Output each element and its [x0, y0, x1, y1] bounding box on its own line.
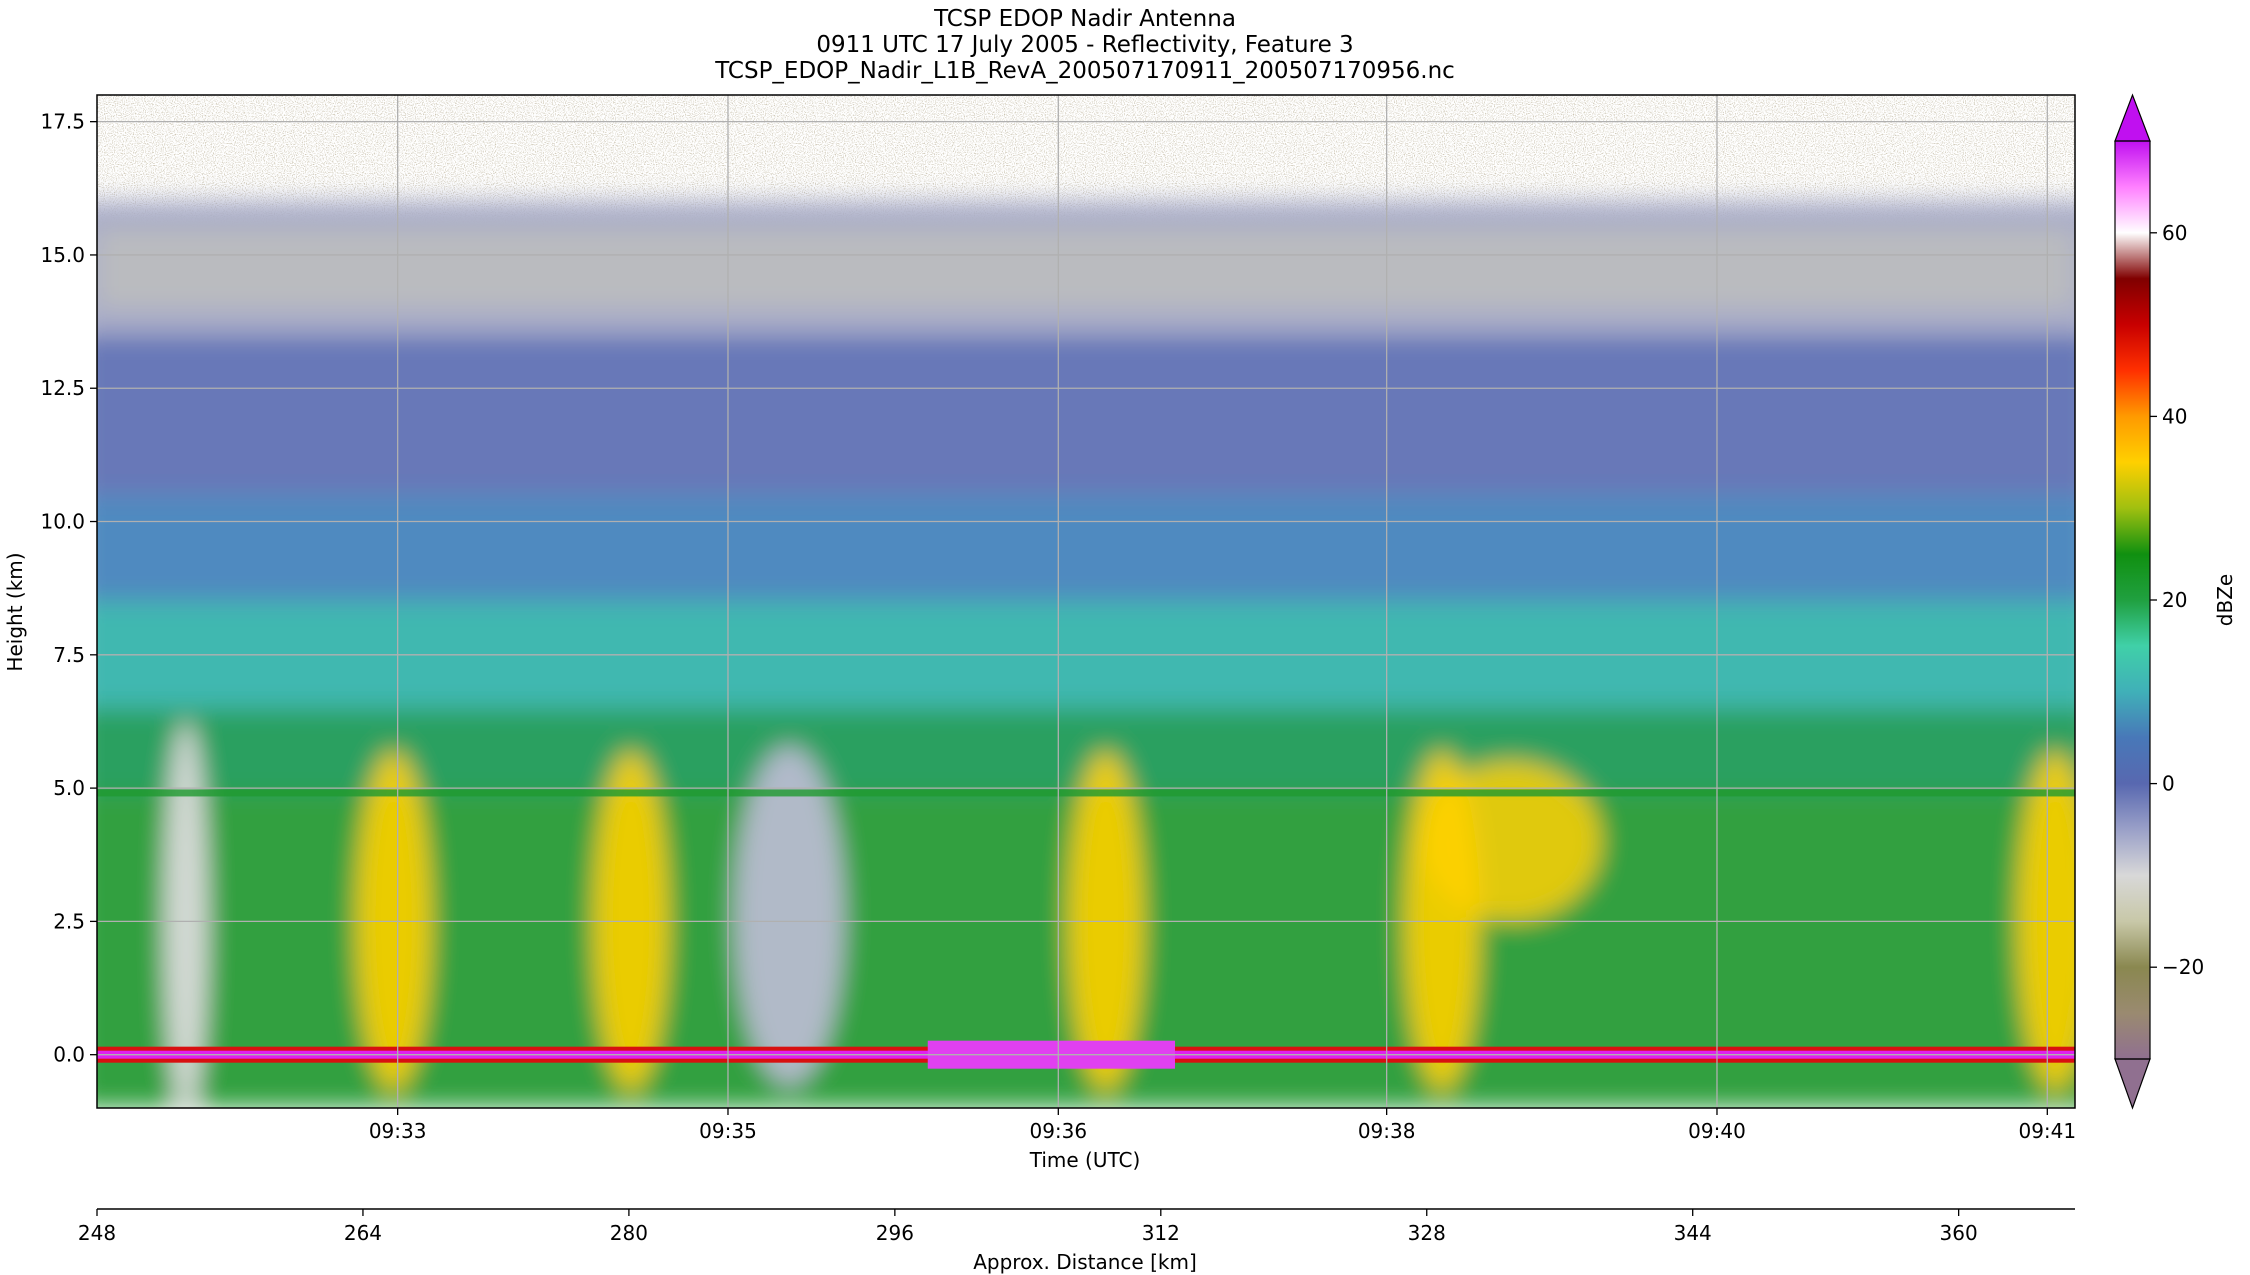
distance-tick-label: 280 — [610, 1221, 648, 1245]
colorbar-tick-label: 60 — [2162, 221, 2187, 245]
grid-lines — [97, 95, 2075, 1108]
distance-axis-ticks: 248 264 280 296 312 328 344 360 — [78, 1209, 1978, 1245]
colorbar: −20 0 20 40 60 dBZe — [2114, 93, 2237, 1110]
chart-title-line-2: 0911 UTC 17 July 2005 - Reflectivity, Fe… — [816, 32, 1353, 58]
core-band — [1421, 761, 1602, 922]
x-tick-label: 09:36 — [1029, 1119, 1087, 1143]
colorbar-ticks: −20 0 20 40 60 — [2150, 221, 2204, 979]
y-axis-ticks: 0.0 2.5 5.0 7.5 10.0 12.5 15.0 17.5 — [40, 110, 97, 1067]
plot-frame — [96, 94, 2076, 1109]
x-axis-ticks: 09:33 09:35 09:36 09:38 09:40 09:41 — [369, 1108, 2076, 1143]
distance-tick-label: 328 — [1408, 1221, 1446, 1245]
chart-title-line-1: TCSP EDOP Nadir Antenna — [933, 6, 1236, 32]
y-tick-label: 12.5 — [40, 376, 85, 400]
colorbar-label: dBZe — [2213, 574, 2237, 626]
field-band — [97, 494, 2075, 602]
reflectivity-field — [97, 201, 2075, 1108]
y-tick-label: 7.5 — [53, 643, 85, 667]
colorbar-tick-label: 20 — [2162, 588, 2187, 612]
colorbar-min-extension — [2114, 1058, 2151, 1110]
distance-tick-label: 264 — [344, 1221, 382, 1245]
distance-tick-label: 312 — [1142, 1221, 1180, 1245]
x-tick-label: 09:38 — [1358, 1119, 1416, 1143]
colorbar-tick-label: −20 — [2162, 955, 2204, 979]
x-tick-label: 09:33 — [369, 1119, 427, 1143]
x-tick-label: 09:41 — [2018, 1119, 2076, 1143]
distance-axis-label: Approx. Distance [km] — [973, 1250, 1197, 1274]
colorbar-body — [2115, 141, 2150, 1059]
y-tick-label: 15.0 — [40, 243, 85, 267]
distance-tick-label: 344 — [1674, 1221, 1712, 1245]
colorbar-tick-label: 40 — [2162, 404, 2187, 428]
x-axis-label: Time (UTC) — [1029, 1148, 1141, 1172]
distance-tick-label: 360 — [1940, 1221, 1978, 1245]
colorbar-tick-label: 0 — [2162, 772, 2175, 796]
y-tick-label: 2.5 — [53, 909, 85, 933]
chart-title-line-3: TCSP_EDOP_Nadir_L1B_RevA_200507170911_20… — [714, 58, 1455, 84]
y-tick-label: 5.0 — [53, 776, 85, 800]
colorbar-max-extension — [2114, 93, 2151, 142]
melting-layer-line — [97, 789, 2075, 797]
core-band — [164, 721, 209, 1108]
distance-tick-label: 248 — [78, 1221, 116, 1245]
field-band — [97, 228, 2075, 309]
x-tick-label: 09:40 — [1688, 1119, 1746, 1143]
y-tick-label: 0.0 — [53, 1043, 85, 1067]
field-band — [97, 334, 2075, 495]
plot-area — [97, 95, 2075, 1108]
x-tick-label: 09:35 — [699, 1119, 757, 1143]
y-axis-label: Height (km) — [3, 552, 27, 671]
y-tick-label: 10.0 — [40, 510, 85, 534]
core-band — [734, 746, 845, 1087]
y-tick-label: 17.5 — [40, 110, 85, 134]
distance-tick-label: 296 — [876, 1221, 914, 1245]
